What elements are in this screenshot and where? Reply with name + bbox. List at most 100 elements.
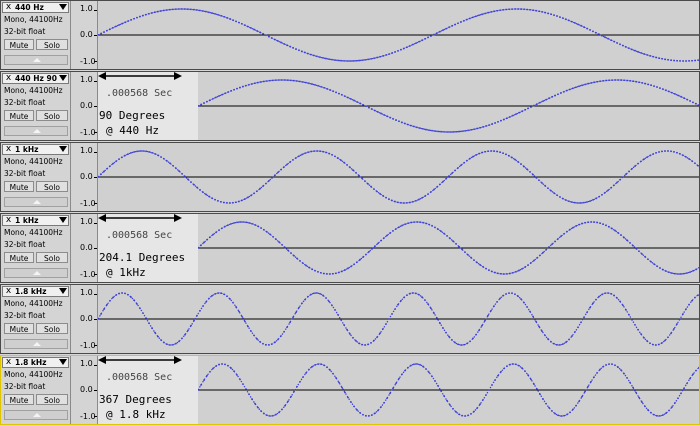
track-menu-arrow-icon[interactable] <box>59 288 67 294</box>
waveform-svg <box>98 8 699 62</box>
amplitude-ruler: 1.0 0.0 -1.0 <box>71 285 98 353</box>
ruler-tick-min: -1.0 <box>80 270 96 279</box>
close-track-button[interactable]: x <box>5 2 12 12</box>
track-sample-format: 32-bit float <box>4 98 46 107</box>
double-arrow-icon <box>98 72 182 80</box>
solo-button[interactable]: Solo <box>36 39 68 50</box>
track-name[interactable]: 1 kHz <box>15 216 39 225</box>
double-arrow-icon <box>98 214 182 222</box>
waveform-area[interactable]: .000568 Sec 367 Degrees @ 1.8 kHz <box>98 356 699 424</box>
close-track-button[interactable]: x <box>5 357 12 367</box>
audio-track-1[interactable]: x 440 Hz Mono, 44100Hz 32-bit float Mute… <box>0 0 700 70</box>
delay-time-label: .000568 Sec <box>106 372 173 383</box>
mute-button[interactable]: Mute <box>4 181 34 192</box>
solo-button[interactable]: Solo <box>36 110 68 121</box>
audio-track-5[interactable]: x 1.8 kHz Mono, 44100Hz 32-bit float Mut… <box>0 284 700 354</box>
track-sample-format: 32-bit float <box>4 169 46 178</box>
phase-annotation: .000568 Sec 90 Degrees @ 440 Hz <box>98 72 198 140</box>
track-menu-arrow-icon[interactable] <box>59 359 67 365</box>
track-name-bar[interactable]: x 440 Hz 90 <box>2 73 69 84</box>
mute-button[interactable]: Mute <box>4 110 34 121</box>
track-menu-arrow-icon[interactable] <box>59 4 67 10</box>
audio-track-6[interactable]: x 1.8 kHz Mono, 44100Hz 32-bit float Mut… <box>0 355 700 425</box>
track-control-panel: x 1.8 kHz Mono, 44100Hz 32-bit float Mut… <box>1 356 71 424</box>
track-control-panel: x 1 kHz Mono, 44100Hz 32-bit float Mute … <box>1 214 71 282</box>
mute-button[interactable]: Mute <box>4 394 34 405</box>
phase-degrees-label: 367 Degrees <box>99 393 172 406</box>
waveform-svg <box>98 221 699 275</box>
collapse-arrow-icon <box>33 129 41 133</box>
solo-button[interactable]: Solo <box>36 394 68 405</box>
ruler-tick-max: 1.0 <box>80 146 93 155</box>
ruler-tick-min: -1.0 <box>80 412 96 421</box>
waveform-sample-dots <box>197 221 699 275</box>
waveform-area[interactable]: .000568 Sec 204.1 Degrees @ 1kHz <box>98 214 699 282</box>
track-name[interactable]: 1.8 kHz <box>15 287 47 296</box>
track-name-bar[interactable]: x 1 kHz <box>2 215 69 226</box>
waveform-area[interactable] <box>98 285 699 353</box>
waveform-area[interactable] <box>98 143 699 211</box>
track-sample-format: 32-bit float <box>4 382 46 391</box>
audio-track-2[interactable]: x 440 Hz 90 Mono, 44100Hz 32-bit float M… <box>0 71 700 141</box>
amplitude-ruler: 1.0 0.0 -1.0 <box>71 143 98 211</box>
collapse-track-button[interactable] <box>4 339 68 349</box>
mute-button[interactable]: Mute <box>4 323 34 334</box>
audio-track-4[interactable]: x 1 kHz Mono, 44100Hz 32-bit float Mute … <box>0 213 700 283</box>
collapse-arrow-icon <box>33 413 41 417</box>
waveform-svg <box>98 363 699 417</box>
ruler-tick-max: 1.0 <box>80 217 93 226</box>
track-name[interactable]: 1.8 kHz <box>15 358 47 367</box>
track-name[interactable]: 440 Hz <box>15 3 44 12</box>
close-track-button[interactable]: x <box>5 215 12 225</box>
waveform-area[interactable] <box>98 1 699 69</box>
track-format: Mono, 44100Hz <box>4 228 63 237</box>
amplitude-ruler: 1.0 0.0 -1.0 <box>71 1 98 69</box>
close-track-button[interactable]: x <box>5 73 12 83</box>
ruler-tick-zero: 0.0 <box>80 243 93 252</box>
delay-time-label: .000568 Sec <box>106 88 173 99</box>
waveform-svg <box>98 79 699 133</box>
track-control-panel: x 440 Hz Mono, 44100Hz 32-bit float Mute… <box>1 1 71 69</box>
track-name-bar[interactable]: x 1 kHz <box>2 144 69 155</box>
collapse-track-button[interactable] <box>4 268 68 278</box>
waveform-svg <box>98 292 699 346</box>
close-track-button[interactable]: x <box>5 144 12 154</box>
frequency-label: @ 440 Hz <box>106 124 159 137</box>
track-menu-arrow-icon[interactable] <box>59 75 67 81</box>
waveform-sample-dots <box>98 8 699 62</box>
close-track-button[interactable]: x <box>5 286 12 296</box>
ruler-tick-min: -1.0 <box>80 128 96 137</box>
solo-button[interactable]: Solo <box>36 181 68 192</box>
track-name[interactable]: 440 Hz 90 <box>15 74 57 83</box>
collapse-track-button[interactable] <box>4 197 68 207</box>
collapse-track-button[interactable] <box>4 410 68 420</box>
ruler-tick-zero: 0.0 <box>80 30 93 39</box>
collapse-track-button[interactable] <box>4 55 68 65</box>
track-menu-arrow-icon[interactable] <box>59 146 67 152</box>
track-name[interactable]: 1 kHz <box>15 145 39 154</box>
track-format: Mono, 44100Hz <box>4 86 63 95</box>
track-name-bar[interactable]: x 1.8 kHz <box>2 286 69 297</box>
track-control-panel: x 1.8 kHz Mono, 44100Hz 32-bit float Mut… <box>1 285 71 353</box>
frequency-label: @ 1.8 kHz <box>106 408 166 421</box>
ruler-tick-min: -1.0 <box>80 57 96 66</box>
track-menu-arrow-icon[interactable] <box>59 217 67 223</box>
double-arrow-icon <box>98 356 182 364</box>
phase-annotation: .000568 Sec 367 Degrees @ 1.8 kHz <box>98 356 198 424</box>
collapse-track-button[interactable] <box>4 126 68 136</box>
ruler-tick-min: -1.0 <box>80 199 96 208</box>
mute-button[interactable]: Mute <box>4 252 34 263</box>
ruler-tick-zero: 0.0 <box>80 385 93 394</box>
waveform-area[interactable]: .000568 Sec 90 Degrees @ 440 Hz <box>98 72 699 140</box>
mute-button[interactable]: Mute <box>4 39 34 50</box>
solo-button[interactable]: Solo <box>36 252 68 263</box>
ruler-tick-zero: 0.0 <box>80 101 93 110</box>
ruler-tick-zero: 0.0 <box>80 314 93 323</box>
waveform-sample-dots <box>197 79 699 133</box>
solo-button[interactable]: Solo <box>36 323 68 334</box>
phase-degrees-label: 204.1 Degrees <box>99 251 186 264</box>
track-name-bar[interactable]: x 1.8 kHz <box>2 357 69 368</box>
audio-track-3[interactable]: x 1 kHz Mono, 44100Hz 32-bit float Mute … <box>0 142 700 212</box>
track-name-bar[interactable]: x 440 Hz <box>2 2 69 13</box>
